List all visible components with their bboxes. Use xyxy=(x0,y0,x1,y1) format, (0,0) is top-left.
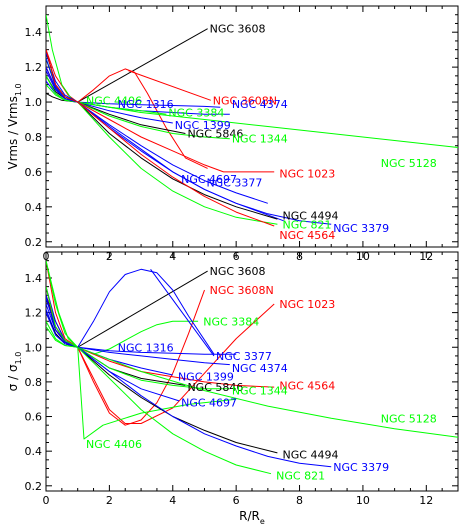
series-line-ngc-4697 xyxy=(46,312,180,402)
series-line-ngc-5128 xyxy=(46,75,458,148)
series-label-ngc-3377: NGC 3377 xyxy=(206,176,262,189)
series-label-ngc-3379: NGC 3379 xyxy=(333,461,389,474)
y-tick-label: 0.4 xyxy=(25,445,43,458)
series-line-ngc-1316 xyxy=(46,53,221,108)
y-axis-title: Vrms / Vrms1.0 xyxy=(6,83,23,169)
series-label-ngc-3608: NGC 3608 xyxy=(210,23,266,36)
series-line-ngc-1344 xyxy=(46,84,230,140)
x-tick-label: 4 xyxy=(169,494,176,507)
bottom-panel-sigma: 0 2 4 6 8 10 120.20.40.60.81.01.21.4σ / σ1.0R/… xyxy=(6,251,459,524)
series-line-ngc-3379 xyxy=(46,295,332,468)
x-axis-title-main: R/R xyxy=(239,509,260,523)
series-line-ngc-1316 xyxy=(46,286,237,355)
y-axis-title-sub: 1.0 xyxy=(14,352,23,365)
x-tick-label: 10 xyxy=(356,494,370,507)
y-axis-title: σ / σ1.0 xyxy=(6,352,23,392)
series-line-ngc-4406 xyxy=(46,14,78,103)
series-label-ngc-4564: NGC 4564 xyxy=(279,379,335,392)
series-label-ngc-4494: NGC 4494 xyxy=(283,210,339,223)
y-tick-label: 1.0 xyxy=(25,96,43,109)
series-group xyxy=(46,14,458,227)
series-label-ngc-4564: NGC 4564 xyxy=(279,229,335,242)
y-tick-label: 0.8 xyxy=(25,131,43,144)
y-tick-label: 0.6 xyxy=(25,166,43,179)
y-tick-label: 1.2 xyxy=(25,61,43,74)
series-label-ngc-1023: NGC 1023 xyxy=(279,298,335,311)
series-label-ngc-821: NGC 821 xyxy=(276,469,325,482)
series-line-ngc-4374 xyxy=(46,303,230,366)
series-label-ngc-5846: NGC 5846 xyxy=(187,381,243,394)
x-tick-label: 0 xyxy=(43,494,50,507)
y-axis-title-main: Vrms / Vrms xyxy=(6,96,20,169)
series-label-ngc-4697: NGC 4697 xyxy=(181,173,237,186)
y-axis-title-sub: 1.0 xyxy=(14,83,23,96)
series-label-ngc-3377: NGC 3377 xyxy=(216,350,272,363)
series-line-ngc-3379 xyxy=(46,58,332,225)
series-line-ngc-3384 xyxy=(46,260,199,355)
y-tick-label: 1.4 xyxy=(25,272,43,285)
series-label-ngc-3384: NGC 3384 xyxy=(203,315,259,328)
series-label-ngc-821: NGC 821 xyxy=(283,218,332,231)
x-tick-label: 8 xyxy=(296,494,303,507)
series-line-ngc-3608n xyxy=(46,260,205,426)
y-tick-label: 1.0 xyxy=(25,341,43,354)
series-line-ngc-5128 xyxy=(46,321,458,438)
x-tick-label: 2 xyxy=(106,494,113,507)
series-line-ngc-1023 xyxy=(46,66,275,173)
series-label-ngc-3608: NGC 3608 xyxy=(210,265,266,278)
y-tick-label: 0.2 xyxy=(25,480,43,493)
series-label-ngc-3384: NGC 3384 xyxy=(168,107,224,120)
y-tick-label: 0.6 xyxy=(25,411,43,424)
series-label-ngc-1399: NGC 1399 xyxy=(175,119,231,132)
series-leader-ngc-3608 xyxy=(77,270,208,348)
series-leader-ngc-3377 xyxy=(150,269,215,357)
series-leader-ngc-3608 xyxy=(77,28,208,103)
x-axis-title: R/Re xyxy=(239,509,265,524)
series-label-ngc-1344: NGC 1344 xyxy=(232,385,288,398)
y-axis-title-main: σ / σ xyxy=(6,364,20,391)
series-label-ngc-1023: NGC 1023 xyxy=(279,168,335,181)
y-tick-label: 1.4 xyxy=(25,26,43,39)
series-line-ngc-4406 xyxy=(46,260,237,440)
x-tick-label: 12 xyxy=(419,494,433,507)
series-label-ngc-3379: NGC 3379 xyxy=(333,222,389,235)
series-label-ngc-4374: NGC 4374 xyxy=(232,98,288,111)
series-label-ngc-1399: NGC 1399 xyxy=(178,371,234,384)
series-label-ngc-3608n: NGC 3608N xyxy=(213,94,277,107)
x-tick-label: 6 xyxy=(233,494,240,507)
series-label-ngc-1316: NGC 1316 xyxy=(118,341,174,354)
series-line-ngc-821 xyxy=(46,286,272,475)
y-tick-label: 0.8 xyxy=(25,376,43,389)
y-tick-label: 0.2 xyxy=(25,236,43,249)
series-label-ngc-4406: NGC 4406 xyxy=(86,94,142,107)
series-label-ngc-4494: NGC 4494 xyxy=(283,449,339,462)
series-label-ngc-1344: NGC 1344 xyxy=(232,133,288,146)
series-label-ngc-5846: NGC 5846 xyxy=(187,127,243,140)
series-line-ngc-4697 xyxy=(46,70,268,204)
series-label-ngc-1316: NGC 1316 xyxy=(118,98,174,111)
series-label-ngc-5128: NGC 5128 xyxy=(381,157,437,170)
series-label-ngc-4374: NGC 4374 xyxy=(232,362,288,375)
series-label-ngc-4406: NGC 4406 xyxy=(86,438,142,451)
series-label-ngc-5128: NGC 5128 xyxy=(381,412,437,425)
series-label-ngc-4697: NGC 4697 xyxy=(181,397,237,410)
series-line-ngc-4564 xyxy=(46,49,275,227)
y-tick-label: 1.2 xyxy=(25,307,43,320)
series-label-ngc-3608n: NGC 3608N xyxy=(210,284,274,297)
x-axis-title-sub: e xyxy=(260,517,265,524)
y-tick-label: 0.4 xyxy=(25,201,43,214)
series-group xyxy=(46,260,458,475)
series-leader-ngc-3608n xyxy=(128,70,211,101)
